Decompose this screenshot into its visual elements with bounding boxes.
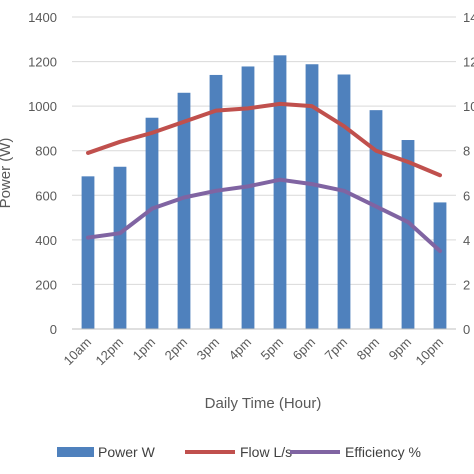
y-tick-label: 800 [35, 144, 57, 159]
legend-swatch [57, 447, 94, 457]
legend: Power W Flow L/s Efficiency % [57, 444, 421, 460]
x-tick-label: 3pm [194, 335, 222, 363]
x-tick-label: 6pm [290, 335, 318, 363]
bar [177, 92, 191, 330]
x-tick-label: 12pm [93, 335, 127, 369]
y-tick-label: 200 [35, 277, 57, 292]
bar [241, 66, 255, 329]
y-tick-label: 0 [50, 322, 57, 337]
y2-tick-label: 6 [463, 188, 470, 203]
legend-label: Flow L/s [240, 444, 292, 460]
x-tick-label: 4pm [226, 335, 254, 363]
bar [209, 74, 223, 329]
bar [305, 64, 319, 329]
bar [369, 110, 383, 329]
x-tick-label: 5pm [258, 335, 286, 363]
x-tick-label: 10am [61, 335, 95, 369]
x-tick-label: 10pm [413, 335, 447, 369]
y-tick-label: 600 [35, 188, 57, 203]
y-axis-left: 0 200 400 600 800 1000 1200 1400 [28, 10, 57, 337]
bar [401, 140, 415, 329]
bar [81, 176, 95, 329]
y2-tick-label: 2 [463, 277, 470, 292]
bar [145, 117, 159, 329]
y-tick-label: 1200 [28, 55, 57, 70]
series-line-0 [86, 101, 442, 178]
legend-label: Power W [98, 444, 156, 460]
y-axis-right: 0 2 4 6 8 10 12 14 [463, 10, 474, 337]
bar [273, 55, 287, 330]
y2-tick-label: 0 [463, 322, 470, 337]
y2-tick-label: 8 [463, 144, 470, 159]
gridlines [72, 16, 456, 330]
x-tick-label: 1pm [130, 335, 158, 363]
series-line-1 [86, 177, 442, 253]
bar [337, 74, 351, 329]
y2-tick-label: 4 [463, 233, 470, 248]
y-tick-label: 1400 [28, 10, 57, 25]
legend-label: Efficiency % [345, 444, 421, 460]
x-tick-label: 7pm [322, 335, 350, 363]
x-tick-label: 8pm [354, 335, 382, 363]
y2-tick-label: 10 [463, 99, 474, 114]
y-tick-label: 400 [35, 233, 57, 248]
bar [433, 202, 447, 329]
y-tick-label: 1000 [28, 99, 57, 114]
x-tick-label: 9pm [386, 335, 414, 363]
y2-tick-label: 12 [463, 55, 474, 70]
x-axis-title: Daily Time (Hour) [205, 395, 322, 412]
series-lines [86, 101, 442, 253]
power-bars [81, 55, 447, 330]
x-tick-label: 2pm [162, 335, 190, 363]
y2-tick-label: 14 [463, 10, 474, 25]
y-axis-title: Power (W) [0, 138, 14, 209]
bar [113, 166, 127, 329]
